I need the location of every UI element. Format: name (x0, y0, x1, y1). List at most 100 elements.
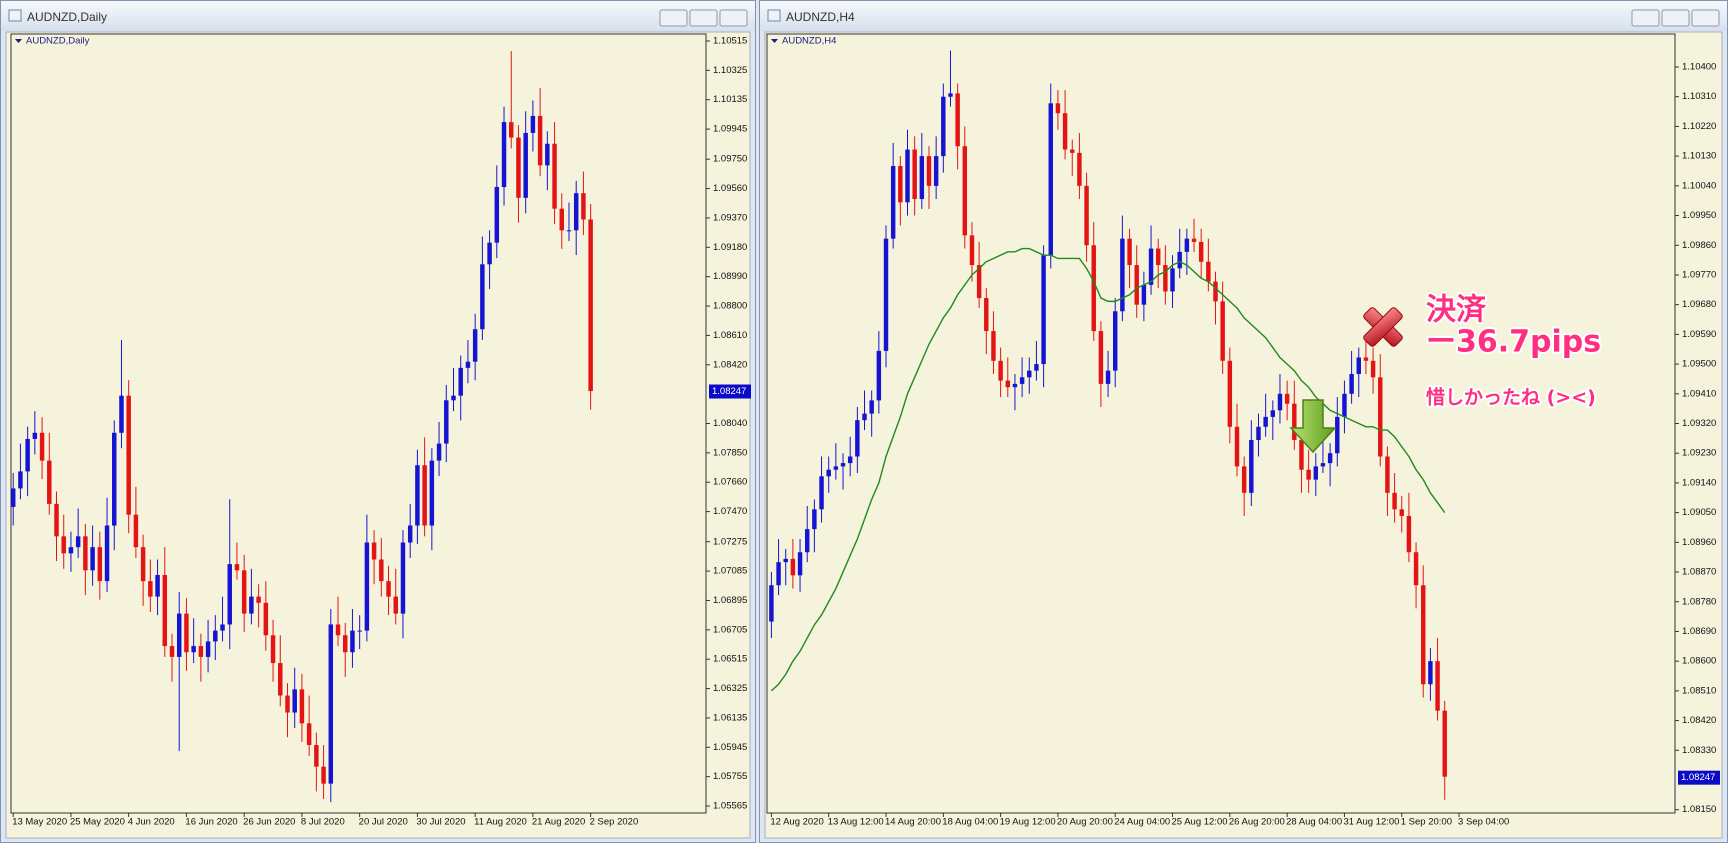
title-bar (760, 1, 1727, 31)
candle-body (112, 432, 117, 526)
y-tick-label: 1.07275 (713, 536, 747, 547)
candle-body (472, 329, 478, 362)
y-tick-label: 1.09950 (1682, 210, 1716, 221)
candle-body (1113, 311, 1118, 371)
y-tick-label: 1.08960 (1682, 537, 1716, 548)
candle-body (991, 331, 996, 361)
candle-body (263, 602, 269, 636)
symbol-label: AUDNZD,H4 (782, 36, 836, 47)
candle-body (444, 400, 449, 444)
candle-body (976, 265, 982, 299)
y-tick-label: 1.06325 (713, 683, 747, 694)
candle-body (270, 635, 276, 664)
y-tick-label: 1.09320 (1682, 418, 1716, 429)
overlay-icons (1289, 307, 1403, 454)
candle-body (1062, 113, 1068, 150)
candle-body (1163, 265, 1168, 292)
y-tick-label: 1.08330 (1682, 745, 1716, 756)
chart-window: AUDNZD,Daily AUDNZD,Daily 1.10515 1.10325 1.… (0, 0, 756, 843)
candle-body (1428, 661, 1433, 685)
candle-body (198, 646, 204, 657)
candle-body (1198, 241, 1204, 262)
y-tick-label: 1.09590 (1682, 329, 1716, 340)
candle-body (278, 663, 283, 696)
candle-body (530, 115, 536, 133)
candle-body (162, 574, 168, 647)
candle-body (1041, 255, 1046, 365)
x-tick-label: 4 Jun 2020 (128, 817, 175, 828)
candle-body (919, 156, 925, 200)
candle-body (1299, 440, 1304, 470)
candle-body (1213, 281, 1218, 302)
candle-body (191, 646, 196, 653)
x-tick-label: 12 Aug 2020 (770, 817, 823, 828)
candle-body (769, 585, 774, 622)
candle-body (812, 509, 817, 530)
candle-body (1284, 393, 1290, 404)
candle-body (148, 581, 153, 597)
y-tick-label: 1.09770 (1682, 269, 1716, 280)
candle-body (523, 132, 528, 198)
candle-body (1306, 469, 1311, 480)
candle-body (516, 137, 521, 198)
candle-body (393, 596, 398, 614)
x-tick-label: 31 Aug 12:00 (1343, 817, 1399, 828)
x-tick-label: 19 Aug 12:00 (1000, 817, 1056, 828)
x-tick-label: 25 May 2020 (70, 817, 125, 828)
candle-body (1084, 185, 1089, 246)
x-tick-label: 30 Jul 2020 (416, 817, 465, 828)
candle-body (1055, 103, 1061, 114)
candle-body (1134, 265, 1139, 305)
y-tick-label: 1.08990 (713, 271, 747, 282)
candle-body (862, 413, 867, 421)
symbol-marker (771, 39, 778, 43)
candle-body (1027, 370, 1032, 378)
candle-body (588, 219, 593, 392)
close-button[interactable] (1691, 9, 1720, 27)
y-tick-label: 1.09500 (1682, 359, 1716, 370)
y-tick-label: 1.10135 (713, 94, 747, 105)
y-tick-label: 1.08610 (713, 330, 747, 341)
candle-body (1263, 416, 1268, 427)
maximize-button[interactable] (689, 9, 718, 27)
minimize-button[interactable] (1631, 9, 1660, 27)
x-tick-label: 28 Aug 04:00 (1286, 817, 1342, 828)
candle-body (90, 547, 95, 571)
candle-body (1349, 373, 1354, 394)
x-tick-label: 18 Aug 04:00 (942, 817, 998, 828)
x-tick-label: 26 Aug 20:00 (1229, 817, 1285, 828)
annotation: 惜しかったね (><) (1426, 386, 1596, 409)
candle-body (883, 238, 889, 351)
candle-body (855, 420, 860, 457)
candle-body (941, 96, 946, 157)
candle-body (797, 552, 803, 576)
candle-body (1141, 284, 1147, 305)
window-title: AUDNZD,H4 (786, 10, 855, 24)
down-arrow-icon (1289, 399, 1337, 454)
y-tick-label: 1.08420 (1682, 715, 1716, 726)
candle-body (350, 630, 355, 653)
y-tick-label: 1.08600 (1682, 656, 1716, 667)
minimize-button[interactable] (659, 9, 688, 27)
candle-body (962, 146, 968, 236)
candle-body (169, 646, 175, 657)
x-tick-label: 14 Aug 20:00 (885, 817, 941, 828)
candle-body (898, 166, 903, 203)
candle-body (905, 149, 910, 203)
candle-body (126, 395, 131, 515)
candle-body (83, 536, 88, 571)
candle-body (371, 542, 377, 560)
candle-body (804, 529, 810, 553)
candle-body (1399, 509, 1404, 516)
close-button[interactable] (719, 9, 748, 27)
candle-body (429, 460, 435, 526)
candle-body (494, 187, 500, 243)
candle-body (18, 471, 23, 489)
candle-body (241, 570, 247, 614)
y-tick-label: 1.05755 (713, 771, 747, 782)
y-tick-label: 1.09945 (713, 124, 747, 135)
candle-body (1313, 466, 1319, 480)
candle-body (1335, 416, 1340, 454)
maximize-button[interactable] (1661, 9, 1690, 27)
candle-body (1435, 661, 1440, 711)
